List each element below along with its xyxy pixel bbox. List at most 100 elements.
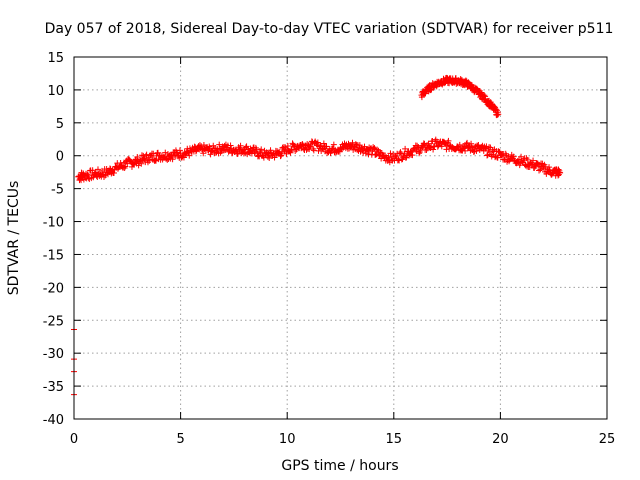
data-point bbox=[292, 143, 299, 150]
data-point bbox=[494, 109, 501, 116]
data-point bbox=[442, 140, 449, 147]
data-point bbox=[94, 166, 101, 173]
x-tick-label: 15 bbox=[386, 432, 403, 447]
data-point bbox=[138, 152, 145, 159]
data-point bbox=[510, 153, 517, 160]
data-point bbox=[402, 145, 409, 152]
data-point bbox=[289, 140, 296, 147]
data-point bbox=[169, 156, 176, 163]
data-point bbox=[110, 170, 117, 177]
y-tick-label: -10 bbox=[43, 216, 64, 231]
series-1 bbox=[418, 74, 502, 119]
x-tick-label: 5 bbox=[176, 432, 184, 447]
data-point bbox=[126, 157, 133, 164]
data-point bbox=[208, 148, 215, 155]
data-point bbox=[430, 146, 437, 153]
data-point bbox=[416, 150, 423, 157]
y-tick-label: -40 bbox=[43, 413, 64, 428]
data-point bbox=[555, 172, 562, 179]
data-point bbox=[555, 166, 562, 173]
data-point bbox=[362, 150, 369, 157]
data-point bbox=[248, 147, 255, 154]
data-point bbox=[287, 149, 294, 156]
data-point bbox=[431, 143, 438, 150]
data-point bbox=[330, 141, 337, 148]
data-point bbox=[89, 167, 96, 174]
data-point bbox=[207, 151, 214, 158]
data-point bbox=[387, 150, 394, 157]
data-point bbox=[227, 142, 234, 149]
data-point bbox=[462, 147, 469, 154]
data-point bbox=[198, 143, 205, 150]
data-point bbox=[370, 146, 377, 153]
data-point bbox=[474, 142, 481, 149]
data-point bbox=[349, 139, 356, 146]
data-point bbox=[438, 143, 445, 150]
data-point bbox=[251, 149, 258, 156]
data-point bbox=[277, 153, 284, 160]
data-point bbox=[425, 140, 432, 147]
data-point bbox=[292, 147, 299, 154]
data-point bbox=[484, 152, 491, 159]
data-point bbox=[260, 154, 267, 161]
x-axis-title: GPS time / hours bbox=[281, 458, 398, 474]
chart-title: Day 057 of 2018, Sidereal Day-to-day VTE… bbox=[45, 21, 614, 37]
data-point bbox=[186, 152, 193, 159]
data-point bbox=[464, 139, 471, 146]
data-point bbox=[409, 152, 416, 159]
x-tick-label: 20 bbox=[492, 432, 509, 447]
data-point bbox=[180, 154, 187, 161]
data-point bbox=[243, 143, 250, 150]
data-point bbox=[530, 157, 537, 164]
data-point bbox=[323, 143, 330, 150]
data-point bbox=[427, 145, 434, 152]
data-point bbox=[111, 166, 118, 173]
data-point bbox=[234, 150, 241, 157]
data-point bbox=[518, 153, 525, 160]
y-tick-label: -35 bbox=[43, 380, 64, 395]
data-point bbox=[524, 156, 531, 163]
plot-frame bbox=[73, 56, 608, 420]
data-point bbox=[495, 148, 502, 155]
data-point bbox=[298, 141, 305, 148]
y-axis-title: SDTVAR / TECUs bbox=[6, 181, 22, 296]
data-point bbox=[164, 156, 171, 163]
data-point bbox=[556, 169, 563, 176]
data-point bbox=[282, 144, 289, 151]
data-point bbox=[173, 149, 180, 156]
data-point bbox=[548, 171, 555, 178]
y-tick-label: -25 bbox=[43, 314, 64, 329]
data-point bbox=[494, 154, 501, 161]
y-tick-label: -30 bbox=[43, 347, 64, 362]
data-point bbox=[484, 151, 491, 158]
data-point bbox=[264, 153, 271, 160]
data-point bbox=[482, 93, 489, 100]
data-point bbox=[248, 150, 255, 157]
data-point bbox=[176, 147, 183, 154]
data-point bbox=[456, 141, 463, 148]
data-point bbox=[192, 148, 199, 155]
x-tick-label: 10 bbox=[279, 432, 296, 447]
data-point bbox=[146, 157, 153, 164]
data-point bbox=[200, 150, 207, 157]
data-point bbox=[546, 164, 553, 171]
data-point bbox=[216, 141, 223, 148]
y-tick-label: -20 bbox=[43, 281, 64, 296]
data-point bbox=[141, 156, 148, 163]
tick-label-layer: 0 5 10 15 20 25 15 10 5 0 -5 -10 -15 -20 -25 -30 -35 -40 bbox=[43, 51, 616, 447]
data-point bbox=[267, 147, 274, 154]
data-point bbox=[445, 137, 452, 144]
data-point bbox=[138, 160, 145, 167]
data-point bbox=[536, 167, 543, 174]
data-point bbox=[483, 143, 490, 150]
data-point bbox=[143, 151, 150, 158]
data-point bbox=[476, 88, 483, 95]
data-point bbox=[271, 154, 278, 161]
data-point bbox=[162, 149, 169, 156]
data-point bbox=[237, 142, 244, 149]
data-point bbox=[537, 166, 544, 173]
data-layer bbox=[71, 74, 564, 398]
y-tick-label: -15 bbox=[43, 248, 64, 263]
